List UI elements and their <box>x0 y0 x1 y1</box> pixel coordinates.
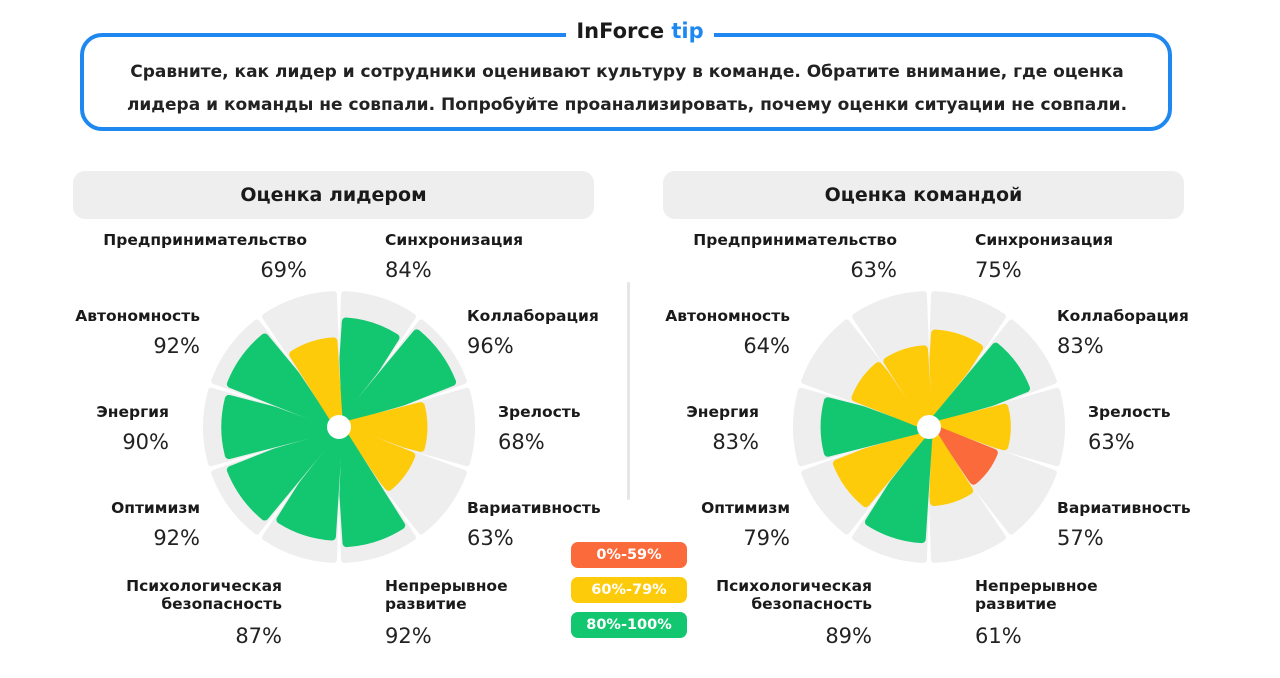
bar-автономность <box>851 362 933 431</box>
label-вариативность: Вариативность <box>1057 499 1191 517</box>
bar-зрелость <box>925 403 1011 451</box>
bar-коллаборация <box>925 342 1030 431</box>
bar-энергия <box>221 394 343 460</box>
label-предпринимательство: Предпринимательство <box>693 231 897 249</box>
chart-center <box>327 415 351 439</box>
value-вариативность: 57% <box>1057 526 1104 550</box>
label-зрелость: Зрелость <box>498 403 581 421</box>
value-оптимизм: 92% <box>153 526 200 550</box>
legend-high: 80%-100% <box>571 612 687 638</box>
label-зрелость: Зрелость <box>1088 403 1171 421</box>
bar-непрерывное-развитие <box>925 423 974 506</box>
value-предпринимательство: 63% <box>850 258 897 282</box>
label-оптимизм: Оптимизм <box>701 499 790 517</box>
label-психологическая-безопасность: Психологическая безопасность <box>126 577 282 613</box>
bar-оптимизм <box>832 423 933 508</box>
value-коллаборация: 83% <box>1057 334 1104 358</box>
bar-вариативность <box>335 423 416 491</box>
team-radial-chart <box>793 291 1065 563</box>
bar-синхронизация <box>335 317 400 431</box>
bar-оптимизм <box>226 423 343 521</box>
value-непрерывное-развитие: 61% <box>975 624 1022 648</box>
bar-автономность <box>226 333 343 431</box>
value-автономность: 64% <box>743 334 790 358</box>
label-синхронизация: Синхронизация <box>975 231 1114 249</box>
value-предпринимательство: 69% <box>260 258 307 282</box>
tip-line-1: Сравните, как лидер и сотрудники оценива… <box>130 62 1124 82</box>
bar-предпринимательство <box>883 345 933 431</box>
value-вариативность: 63% <box>467 526 514 550</box>
bar-энергия <box>820 397 933 457</box>
value-синхронизация: 84% <box>385 258 432 282</box>
value-зрелость: 63% <box>1088 430 1135 454</box>
value-энергия: 83% <box>712 430 759 454</box>
label-коллаборация: Коллаборация <box>1057 307 1189 325</box>
legend-low: 0%-59% <box>571 542 687 568</box>
label-предпринимательство: Предпринимательство <box>103 231 307 249</box>
label-вариативность: Вариативность <box>467 499 601 517</box>
chart-center <box>917 415 941 439</box>
value-оптимизм: 79% <box>743 526 790 550</box>
panel-title-leader: Оценка лидером <box>73 171 594 219</box>
bar-предпринимательство <box>289 337 343 431</box>
bar-вариативность <box>925 423 998 485</box>
tip-line-2: лидера и команды не совпали. Попробуйте … <box>126 95 1128 115</box>
bar-синхронизация <box>925 329 984 431</box>
label-автономность: Автономность <box>75 307 200 325</box>
value-автономность: 92% <box>153 334 200 358</box>
panel-divider <box>627 282 630 500</box>
value-энергия: 90% <box>122 430 169 454</box>
panel-title-team: Оценка командой <box>663 171 1184 219</box>
value-непрерывное-развитие: 92% <box>385 624 432 648</box>
value-психологическая-безопасность: 89% <box>825 624 872 648</box>
value-зрелость: 68% <box>498 430 545 454</box>
bar-непрерывное-развитие <box>335 423 406 548</box>
legend-mid: 60%-79% <box>571 577 687 603</box>
label-оптимизм: Оптимизм <box>111 499 200 517</box>
value-синхронизация: 75% <box>975 258 1022 282</box>
label-автономность: Автономность <box>665 307 790 325</box>
bar-психологическая-безопасность <box>864 423 933 544</box>
leader-radial-chart <box>203 291 475 563</box>
bar-психологическая-безопасность <box>276 423 343 541</box>
label-энергия: Энергия <box>686 403 759 421</box>
bar-зрелость <box>335 402 428 452</box>
label-коллаборация: Коллаборация <box>467 307 599 325</box>
value-коллаборация: 96% <box>467 334 514 358</box>
label-психологическая-безопасность: Психологическая безопасность <box>716 577 872 613</box>
label-непрерывное-развитие: Непрерывное развитие <box>975 577 1098 613</box>
label-синхронизация: Синхронизация <box>385 231 524 249</box>
bar-коллаборация <box>335 329 457 431</box>
label-непрерывное-развитие: Непрерывное развитие <box>385 577 508 613</box>
tip-text: Сравните, как лидер и сотрудники оценива… <box>92 56 1162 122</box>
value-психологическая-безопасность: 87% <box>235 624 282 648</box>
label-энергия: Энергия <box>96 403 169 421</box>
